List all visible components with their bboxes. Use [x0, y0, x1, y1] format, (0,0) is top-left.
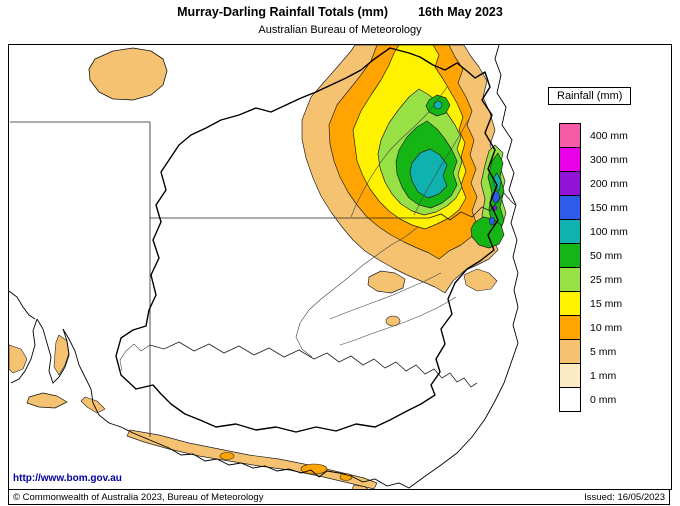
rainfall-region-5mm-sa-3	[9, 344, 28, 374]
legend-item-400mm: 400 mm	[559, 123, 628, 148]
coastlines	[9, 45, 519, 489]
rainfall-region-5mm-isolated	[367, 270, 406, 294]
rainfall-region-5mm-sa-2	[80, 396, 106, 414]
spencer-gulf-coastline	[10, 318, 38, 384]
legend-item-300mm: 300 mm	[559, 147, 628, 172]
legend-item-100mm: 100 mm	[559, 219, 628, 244]
rainfall-legend: 400 mm 300 mm 200 mm 150 mm 100 mm 50 mm…	[559, 123, 628, 412]
legend-item-15mm: 15 mm	[559, 291, 628, 316]
rainfall-region-5mm-kangaroo-island	[26, 392, 68, 409]
eyre-peninsula-coastline	[9, 290, 36, 320]
map-panel: Rainfall (mm) 400 mm 300 mm 200 mm 150 m…	[8, 44, 672, 490]
river-line	[119, 343, 151, 372]
legend-label: 10 mm	[590, 321, 623, 334]
footer-bar: © Commonwealth of Australia 2023, Bureau…	[8, 489, 670, 505]
rivers	[119, 86, 471, 372]
legend-label: 1 mm	[590, 369, 617, 382]
issued-date: Issued: 16/05/2023	[584, 491, 665, 503]
legend-swatch-1mm	[559, 363, 581, 388]
legend-label: 300 mm	[590, 153, 628, 166]
legend-item-50mm: 50 mm	[559, 243, 628, 268]
legend-label: 150 mm	[590, 201, 628, 214]
river-line	[413, 116, 471, 216]
legend-swatch-0mm	[559, 387, 581, 412]
rainfall-region-5mm-ne-coast	[463, 268, 498, 292]
yorke-peninsula-coastline	[36, 318, 70, 384]
legend-item-200mm: 200 mm	[559, 171, 628, 196]
map-date: 16th May 2023	[418, 5, 503, 19]
legend-label: 200 mm	[590, 177, 628, 190]
map-subtitle: Australian Bureau of Meteorology	[258, 24, 422, 36]
state-borders	[10, 121, 516, 437]
rainfall-region-10mm-vic-2	[219, 452, 235, 460]
legend-swatch-200mm	[559, 171, 581, 196]
basin-outline	[115, 47, 499, 433]
legend-item-25mm: 25 mm	[559, 267, 628, 292]
rainfall-region-5mm-northwest	[88, 47, 168, 101]
legend-label: 15 mm	[590, 297, 623, 310]
page-title: Murray-Darling Rainfall Totals (mm) 16th …	[0, 5, 680, 19]
gulf-st-vincent-coastline	[62, 328, 110, 424]
river-line	[329, 272, 442, 320]
legend-item-10mm: 10 mm	[559, 315, 628, 340]
legend-swatch-400mm	[559, 123, 581, 148]
legend-item-1mm: 1 mm	[559, 363, 628, 388]
rainfall-region-5mm-vic-coast-2	[351, 484, 369, 489]
legend-label: 100 mm	[590, 225, 628, 238]
rainfall-region-150mm-2	[489, 216, 495, 226]
river-line	[295, 226, 419, 358]
legend-label: 25 mm	[590, 273, 623, 286]
legend-swatch-25mm	[559, 267, 581, 292]
legend-label: 50 mm	[590, 249, 623, 262]
legend-label: 0 mm	[590, 393, 617, 406]
bom-url-link[interactable]: http://www.bom.gov.au	[13, 473, 122, 484]
legend-item-0mm: 0 mm	[559, 387, 628, 412]
legend-item-5mm: 5 mm	[559, 339, 628, 364]
rainfall-region-100mm-north	[433, 100, 443, 110]
legend-swatch-50mm	[559, 243, 581, 268]
river-line	[339, 296, 457, 346]
rainfall-region-5mm-vic-coast	[126, 429, 378, 489]
copyright-text: © Commonwealth of Australia 2023, Bureau…	[13, 491, 264, 503]
legend-swatch-300mm	[559, 147, 581, 172]
east-south-coastline	[108, 45, 519, 489]
river-line	[350, 86, 448, 218]
legend-swatch-10mm	[559, 315, 581, 340]
murray-river-border	[149, 341, 478, 388]
rainfall-region-100mm	[409, 148, 448, 199]
legend-title: Rainfall (mm)	[548, 87, 632, 105]
rainfall-map	[9, 45, 519, 489]
legend-swatch-5mm	[559, 339, 581, 364]
legend-swatch-150mm	[559, 195, 581, 220]
map-title: Murray-Darling Rainfall Totals (mm)	[177, 5, 389, 19]
legend-label: 5 mm	[590, 345, 617, 358]
legend-swatch-100mm	[559, 219, 581, 244]
legend-swatch-15mm	[559, 291, 581, 316]
legend-item-150mm: 150 mm	[559, 195, 628, 220]
header: Murray-Darling Rainfall Totals (mm) 16th …	[0, 0, 680, 36]
qld-nsw-border	[150, 192, 516, 221]
legend-label: 400 mm	[590, 129, 628, 142]
